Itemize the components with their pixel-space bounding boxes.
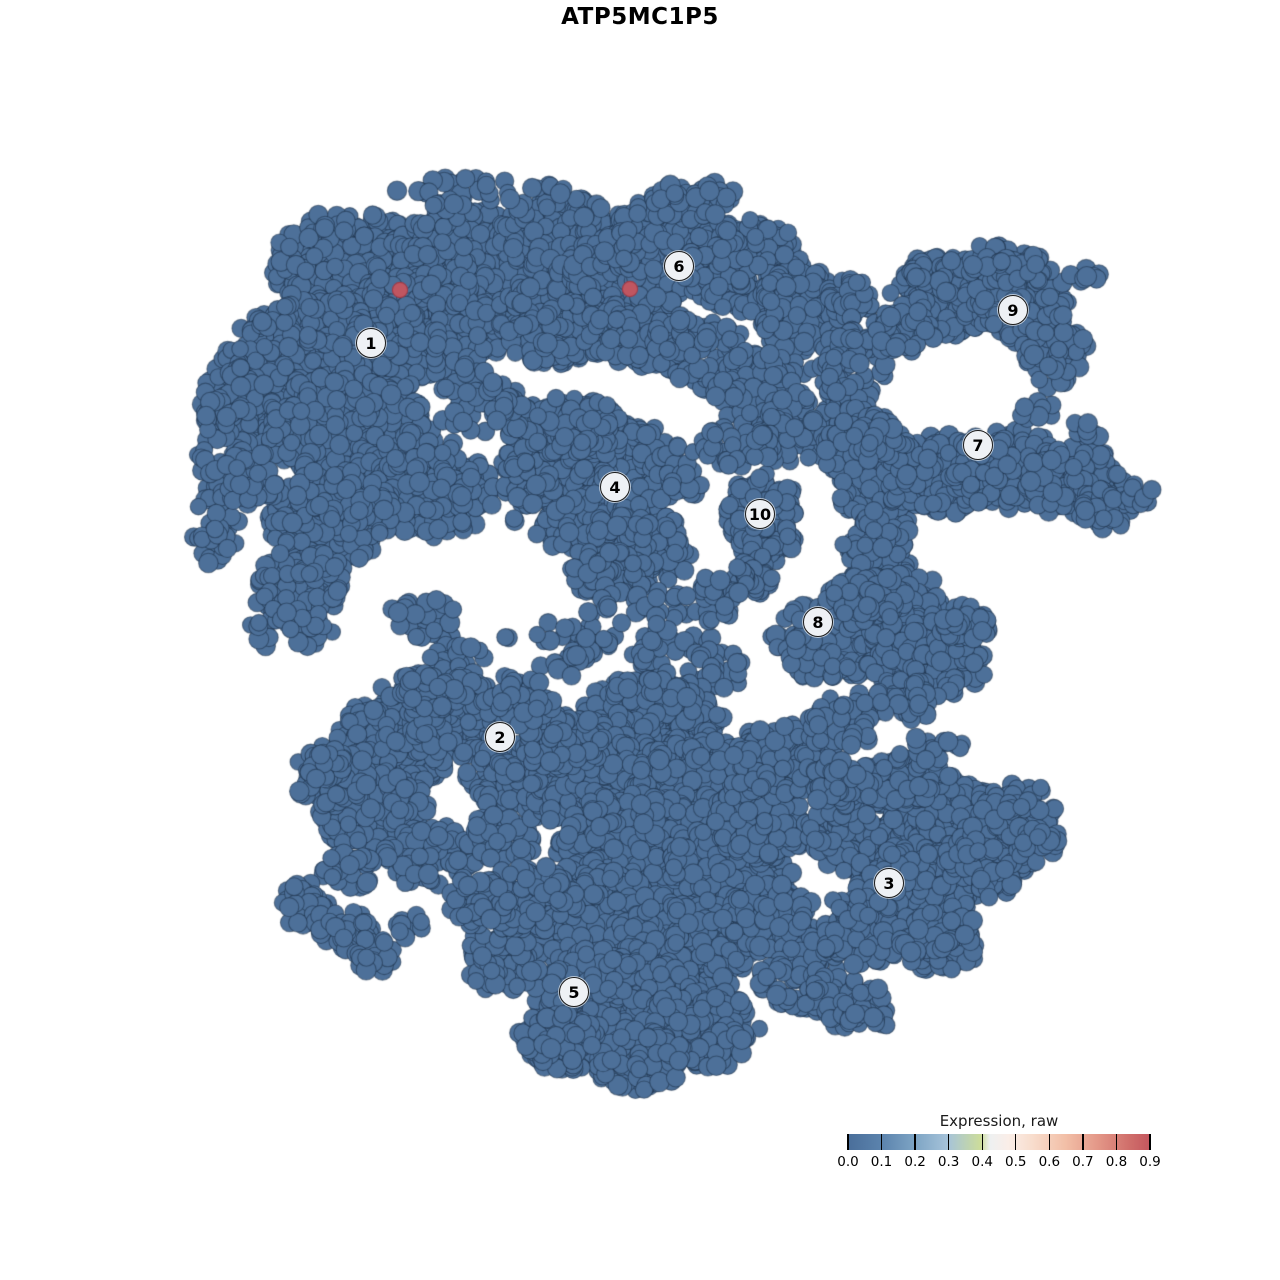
legend-tick [981, 1134, 983, 1150]
cluster-label-3: 3 [874, 868, 904, 898]
cluster-label-4: 4 [600, 472, 630, 502]
cluster-label-9: 9 [998, 295, 1028, 325]
cluster-label-2: 2 [485, 722, 515, 752]
legend-tick-label: 0.4 [971, 1154, 993, 1170]
legend-title: Expression, raw [939, 1112, 1059, 1130]
cluster-label-6: 6 [664, 251, 694, 281]
legend-tick [947, 1134, 950, 1150]
expression-legend: Expression, raw 0.0 0.1 0.2 0.3 0.4 0.5 0.6 0.7… [837, 1112, 1160, 1174]
legend-tick [1082, 1134, 1084, 1150]
legend-tick [847, 1134, 849, 1150]
legend-colorbar [847, 1134, 1151, 1150]
cluster-label-7: 7 [963, 430, 993, 460]
cluster-label-5: 5 [559, 977, 589, 1007]
cluster-label-1: 1 [356, 328, 386, 358]
legend-tick-label: 0.6 [1038, 1154, 1061, 1170]
legend-tick-label: 0.9 [1139, 1154, 1161, 1170]
cluster-label-10: 10 [745, 499, 775, 529]
legend-tick [1115, 1134, 1118, 1150]
legend-tick-label: 0.2 [904, 1154, 926, 1170]
legend-tick-label: 0.0 [837, 1154, 859, 1170]
legend-tick-label: 0.8 [1105, 1154, 1128, 1170]
legend-tick [1149, 1134, 1151, 1150]
plot-title: ATP5MC1P5 [561, 4, 719, 30]
legend-tick [1048, 1134, 1051, 1150]
cluster-label-8: 8 [803, 607, 833, 637]
legend-tick-label: 0.5 [1005, 1154, 1027, 1170]
legend-tick [1015, 1134, 1017, 1150]
legend-tick-label: 0.3 [937, 1154, 960, 1170]
legend-tick [880, 1134, 883, 1150]
legend-tick-label: 0.7 [1072, 1154, 1094, 1170]
legend-tick-label: 0.1 [870, 1154, 893, 1170]
legend-tick [914, 1134, 916, 1150]
